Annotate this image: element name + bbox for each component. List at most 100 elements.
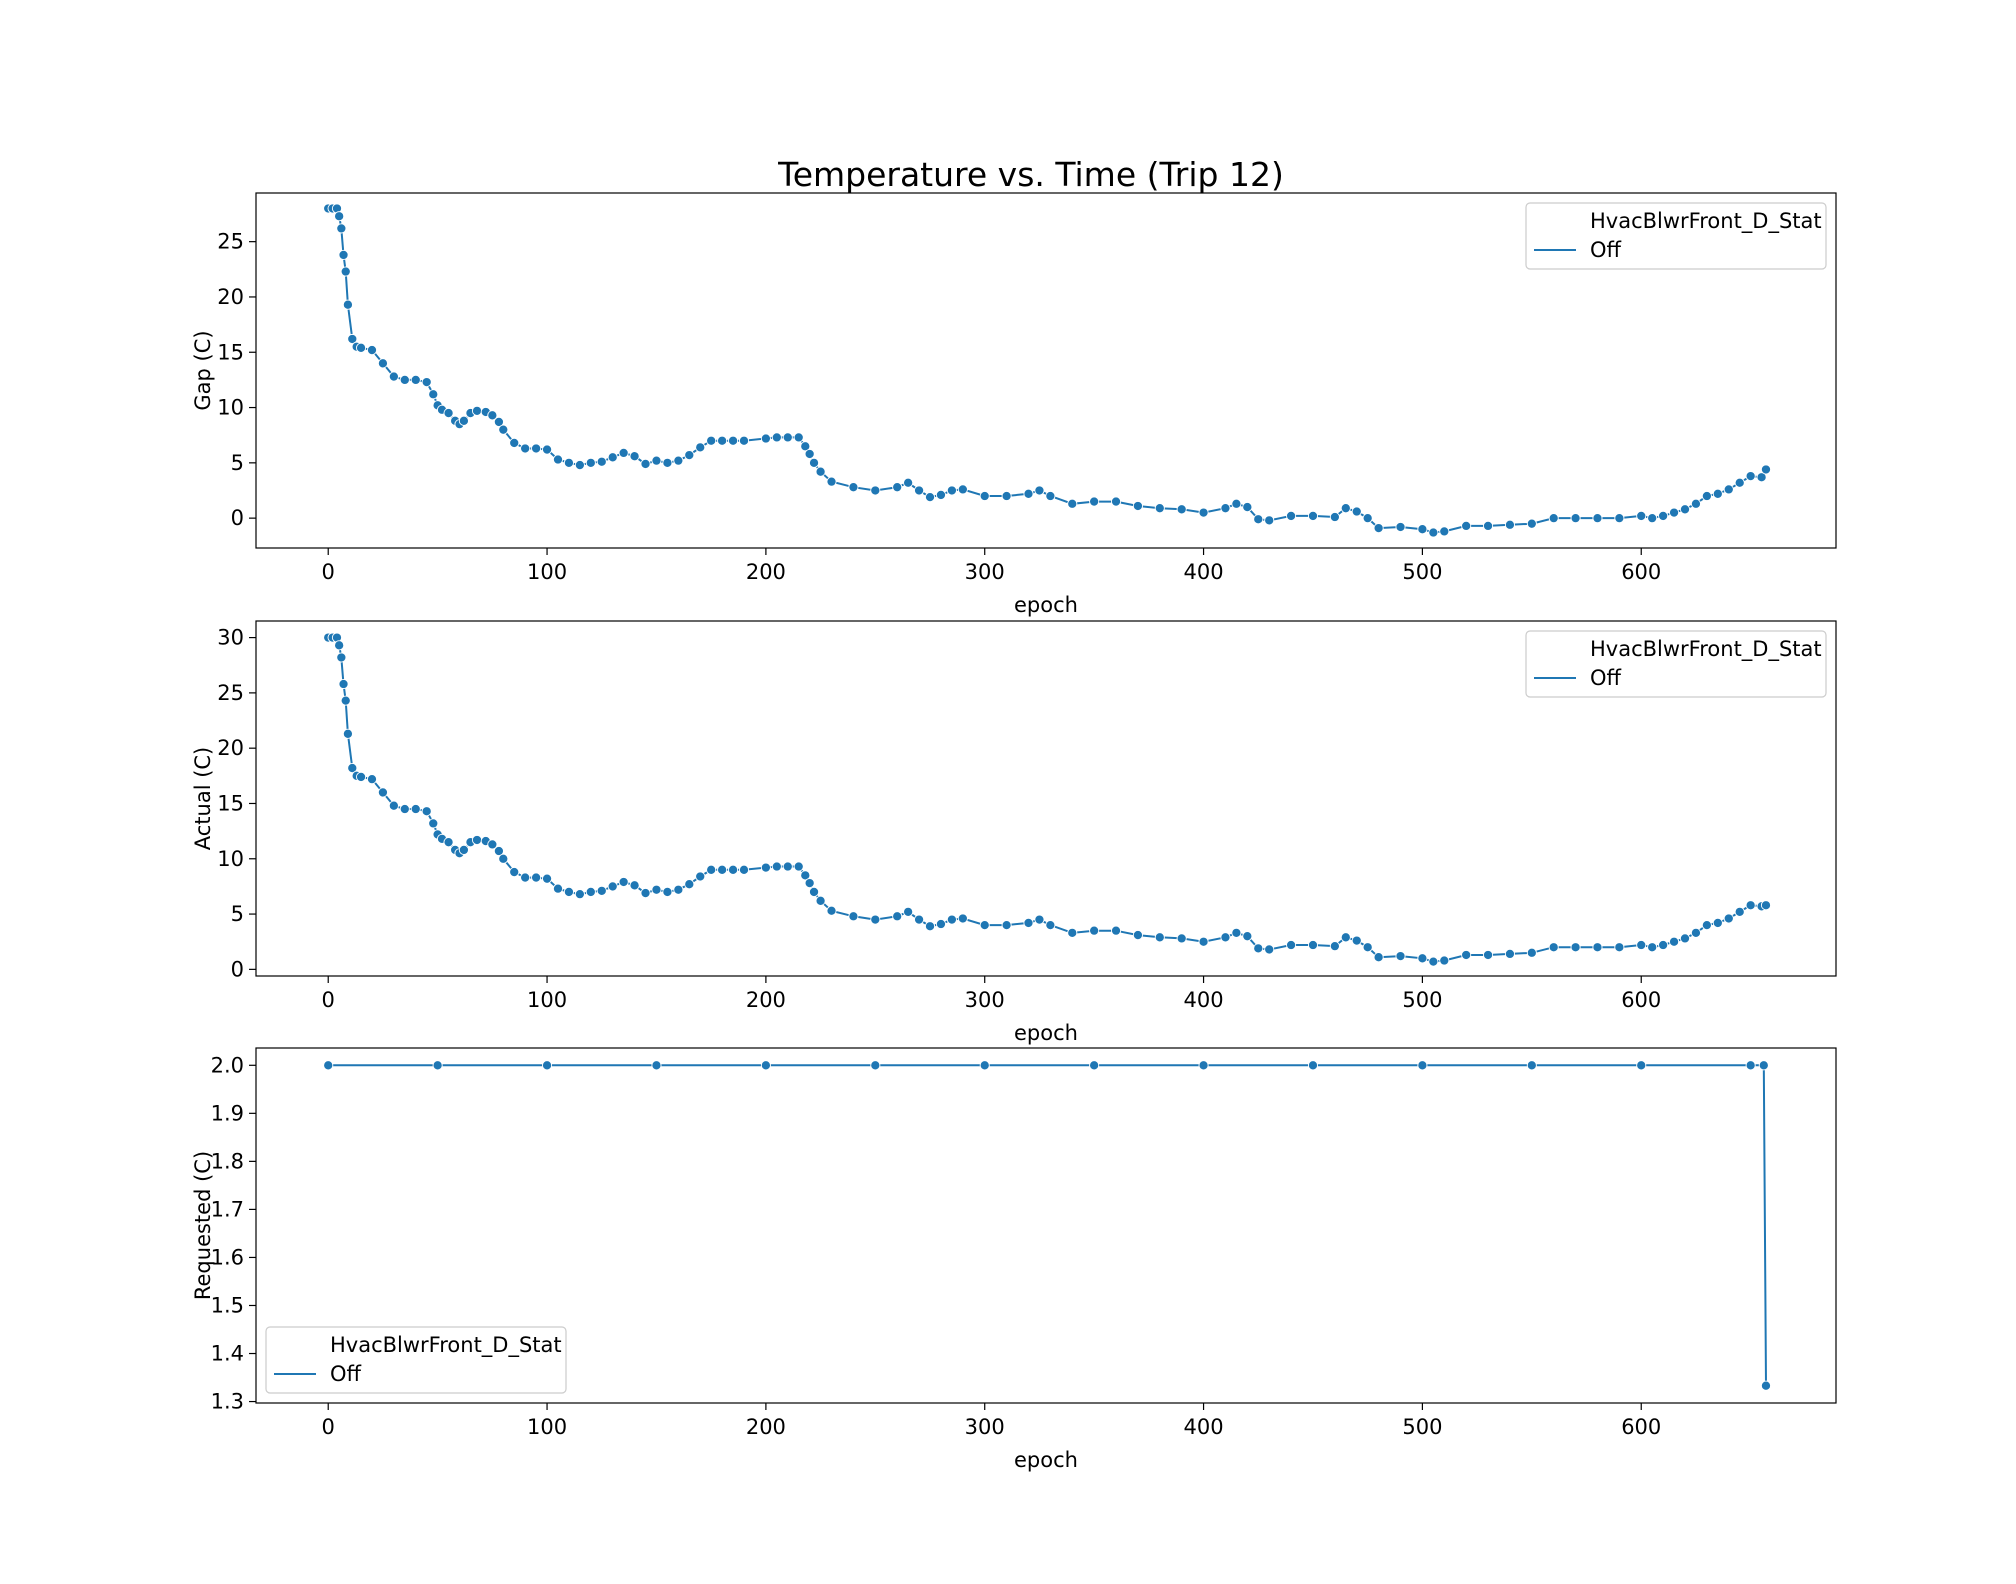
data-point — [493, 416, 504, 427]
data-point — [338, 678, 349, 690]
data-point — [1669, 936, 1680, 947]
data-point — [1461, 949, 1472, 961]
data-point — [421, 806, 432, 817]
data-point — [717, 435, 728, 446]
data-point — [738, 435, 750, 446]
data-point — [870, 1060, 881, 1071]
data-point — [662, 886, 673, 898]
data-point — [366, 774, 378, 785]
data-point — [1253, 943, 1264, 954]
data-point — [957, 484, 968, 495]
data-point — [509, 437, 520, 448]
legend: HvacBlwrFront_D_Stat Off — [265, 1326, 567, 1394]
data-point — [498, 424, 509, 435]
y-tick-label: 1.4 — [211, 1342, 244, 1366]
data-point — [410, 803, 421, 815]
data-point — [1760, 464, 1772, 475]
data-point — [1723, 484, 1734, 495]
data-point — [640, 458, 651, 470]
data-point — [1669, 507, 1680, 518]
data-point — [1110, 496, 1122, 507]
data-point — [323, 1060, 334, 1071]
data-point — [793, 432, 804, 443]
data-point — [640, 888, 651, 899]
data-point — [914, 914, 925, 925]
data-point — [695, 442, 706, 453]
data-point — [1614, 513, 1625, 524]
data-point — [607, 881, 618, 892]
data-point — [1089, 1060, 1100, 1071]
legend-title: HvacBlwrFront_D_Stat — [330, 1333, 562, 1358]
x-axis-label: epoch — [1014, 1021, 1078, 1045]
data-point — [336, 652, 347, 663]
data-point — [800, 441, 811, 452]
data-point — [1658, 939, 1669, 951]
y-tick-label: 15 — [217, 340, 244, 364]
data-point — [399, 803, 410, 815]
data-point — [334, 211, 345, 222]
legend-entry-label: Off — [1590, 238, 1622, 262]
data-point — [1636, 1060, 1647, 1071]
legend: HvacBlwrFront_D_Stat Off — [1525, 202, 1827, 270]
data-point — [366, 344, 378, 356]
y-tick-label: 2.0 — [211, 1053, 244, 1077]
data-point — [629, 451, 640, 462]
data-point — [552, 883, 564, 894]
data-point — [388, 800, 399, 811]
data-point — [574, 889, 585, 900]
data-point — [410, 374, 421, 385]
data-point — [1734, 477, 1745, 488]
data-point — [651, 1060, 662, 1071]
data-point — [1089, 925, 1100, 936]
x-tick-label: 0 — [322, 988, 335, 1012]
data-point — [596, 885, 607, 896]
data-point — [1712, 917, 1723, 928]
data-point — [340, 266, 351, 277]
data-point — [355, 342, 367, 353]
data-point — [1647, 513, 1658, 524]
data-point — [1526, 947, 1537, 958]
data-point — [1231, 498, 1242, 509]
data-point — [1067, 927, 1078, 938]
data-point — [800, 870, 811, 881]
data-point — [1690, 498, 1701, 509]
data-point — [585, 886, 596, 898]
data-point — [826, 905, 837, 916]
data-point — [1220, 503, 1231, 514]
data-point — [443, 408, 454, 419]
data-point — [542, 444, 553, 455]
y-tick-label: 1.9 — [211, 1101, 244, 1125]
data-point — [1154, 503, 1165, 514]
axes-frame — [255, 192, 1837, 549]
data-point — [914, 485, 925, 496]
data-point — [1439, 955, 1450, 966]
x-tick-label: 400 — [1184, 988, 1224, 1012]
data-point — [498, 853, 509, 864]
y-tick-label: 10 — [217, 847, 244, 871]
data-point — [804, 878, 815, 889]
data-point — [903, 477, 914, 488]
x-axis-label: epoch — [1014, 593, 1078, 617]
data-point — [1723, 913, 1734, 924]
data-point — [1439, 526, 1450, 537]
data-point — [848, 482, 859, 493]
x-tick-label: 300 — [965, 1415, 1005, 1439]
data-point — [471, 834, 483, 846]
data-point — [347, 333, 358, 345]
data-point — [1701, 490, 1712, 502]
x-tick-label: 400 — [1184, 560, 1224, 584]
data-point — [804, 448, 815, 460]
y-axis-label: Gap (C) — [191, 330, 215, 410]
data-point — [1592, 513, 1603, 524]
data-point — [342, 299, 353, 310]
y-tick-label: 1.5 — [211, 1293, 244, 1317]
data-point — [771, 432, 782, 443]
data-point — [815, 895, 826, 906]
data-point — [1745, 471, 1756, 482]
data-point — [1570, 942, 1581, 953]
data-point — [1001, 920, 1012, 931]
data-point — [924, 492, 936, 503]
data-point — [487, 410, 498, 421]
data-point — [870, 485, 881, 496]
